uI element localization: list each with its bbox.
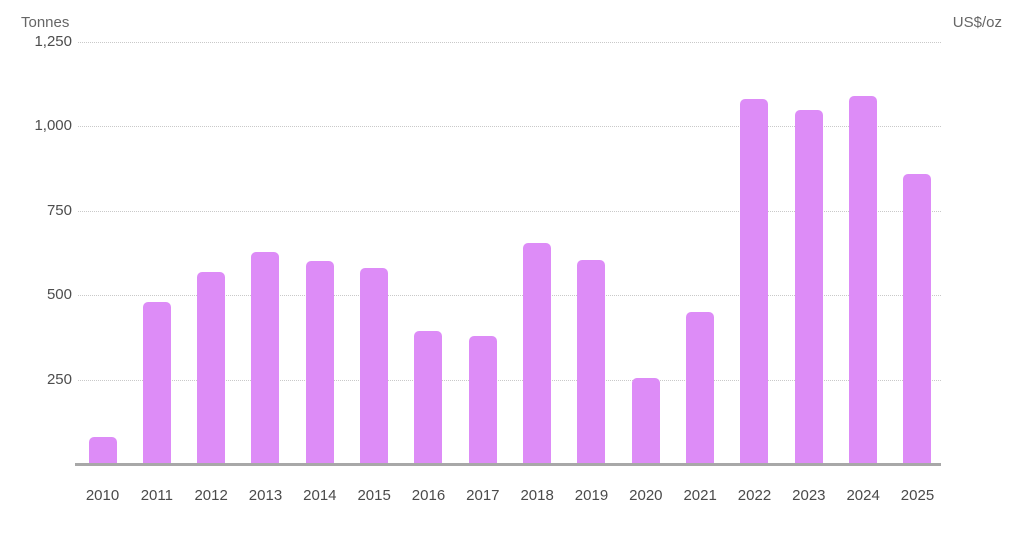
left-axis-title: Tonnes	[21, 14, 70, 31]
x-label-2017: 2017	[466, 487, 500, 504]
y-tick-1,000: 1,000	[34, 117, 72, 135]
bar-2024[interactable]	[849, 96, 878, 464]
plot-area	[78, 42, 941, 464]
x-label-2016: 2016	[411, 487, 446, 504]
bar-2021[interactable]	[686, 312, 715, 464]
bar-2018[interactable]	[523, 242, 552, 464]
x-label-2021: 2021	[683, 487, 717, 504]
bar-2022[interactable]	[740, 99, 769, 464]
bar-2020[interactable]	[631, 377, 660, 464]
x-label-2025: 2025	[900, 487, 935, 504]
y-tick-750: 750	[46, 201, 72, 219]
y-tick-250: 250	[46, 370, 72, 388]
x-label-2015: 2015	[357, 487, 391, 504]
gridline-1,000	[78, 126, 941, 128]
y-tick-500: 500	[46, 286, 72, 304]
x-label-2019: 2019	[574, 487, 609, 504]
bar-2015[interactable]	[360, 268, 389, 464]
bar-2025[interactable]	[903, 173, 932, 464]
x-label-2010: 2010	[85, 487, 120, 504]
bar-2017[interactable]	[468, 336, 497, 464]
x-label-2024: 2024	[846, 487, 880, 504]
x-label-2018: 2018	[520, 487, 554, 504]
x-label-2023: 2023	[792, 487, 826, 504]
bar-2011[interactable]	[142, 301, 171, 464]
bar-2016[interactable]	[414, 330, 443, 464]
bar-2023[interactable]	[794, 109, 823, 464]
x-label-2020: 2020	[629, 487, 663, 504]
x-axis-line	[75, 463, 941, 466]
right-axis-title: US$/oz	[952, 14, 1002, 31]
gridline-1,250	[78, 42, 941, 43]
x-label-2011: 2011	[140, 487, 173, 504]
x-label-2012: 2012	[194, 487, 228, 504]
bar-2012[interactable]	[197, 271, 226, 464]
bar-2013[interactable]	[251, 251, 280, 464]
x-label-2013: 2013	[248, 487, 283, 504]
x-label-2022: 2022	[737, 487, 772, 504]
gridline-500	[78, 295, 941, 297]
y-tick-1,250: 1,250	[34, 33, 72, 50]
bar-2014[interactable]	[305, 261, 334, 464]
gridline-750	[78, 210, 941, 212]
gridline-250	[78, 379, 941, 381]
bar-2010[interactable]	[88, 437, 117, 464]
bar-2019[interactable]	[577, 259, 606, 464]
x-label-2014: 2014	[303, 487, 337, 504]
